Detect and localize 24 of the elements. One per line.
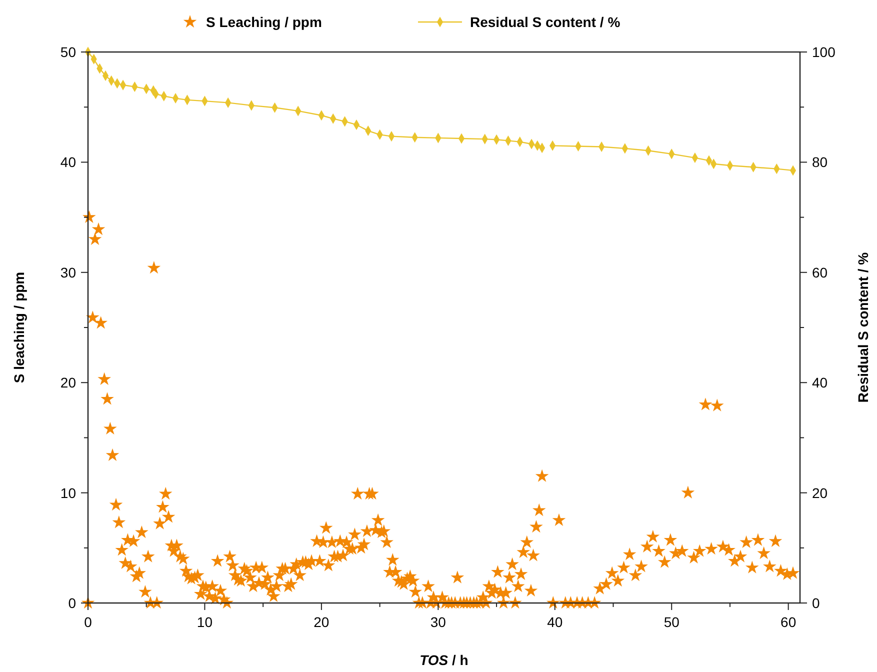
y-tick-label: 10: [60, 484, 76, 501]
x-tick-label: 0: [84, 614, 92, 630]
y-axis-title: S leaching / ppm: [11, 272, 27, 384]
y-tick-label: 30: [60, 264, 76, 280]
x-axis-title: TOS / h: [420, 652, 468, 668]
y2-tick-label: 60: [812, 264, 828, 280]
x-tick-label: 30: [430, 614, 446, 630]
x-tick-label: 50: [664, 614, 680, 630]
legend-label: S Leaching / ppm: [206, 14, 322, 30]
x-tick-label: 60: [780, 614, 796, 630]
x-tick-label: 20: [314, 614, 330, 630]
y2-tick-label: 40: [812, 374, 828, 391]
y-tick-label: 40: [60, 154, 76, 170]
y-tick-label: 0: [68, 595, 76, 611]
x-tick-label: 10: [196, 614, 213, 630]
y2-tick-label: 20: [812, 484, 828, 501]
y2-axis-title: Residual S content / %: [855, 252, 871, 403]
y2-tick-label: 80: [812, 154, 828, 170]
x-tick-label: 40: [547, 614, 563, 630]
y-tick-label: 20: [60, 374, 76, 391]
y2-tick-label: 100: [812, 44, 836, 60]
y-tick-label: 50: [60, 44, 76, 60]
y2-tick-label: 0: [812, 595, 820, 611]
legend-label: Residual S content / %: [470, 14, 621, 30]
